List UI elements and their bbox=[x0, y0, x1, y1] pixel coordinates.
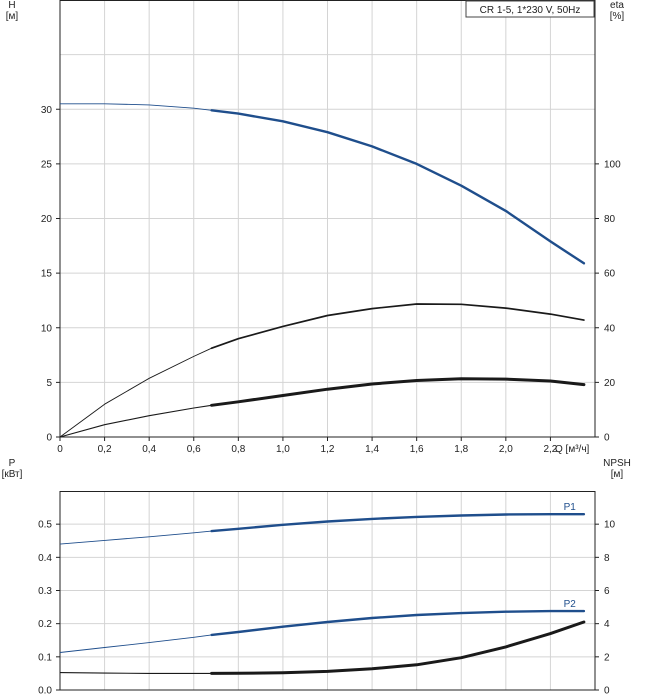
y-axis-label: P bbox=[9, 458, 16, 469]
series-line-extrapolated bbox=[59, 672, 212, 674]
y2-tick-label: 60 bbox=[604, 269, 616, 280]
y-tick-label: 0 bbox=[46, 433, 52, 444]
x-tick-label: 1,0 bbox=[276, 444, 290, 455]
x-tick-label: 1,8 bbox=[454, 444, 468, 455]
series-line bbox=[210, 109, 586, 265]
y-tick-label: 0.1 bbox=[38, 652, 52, 663]
series-label: P1 bbox=[564, 502, 577, 513]
series-line bbox=[210, 513, 586, 533]
y-tick-label: 5 bbox=[46, 378, 52, 389]
series-label: P2 bbox=[564, 599, 577, 610]
y-tick-label: 10 bbox=[41, 323, 53, 334]
y2-tick-label: 0 bbox=[604, 433, 610, 444]
y2-tick-label: 40 bbox=[604, 323, 616, 334]
y-tick-label: 30 bbox=[41, 105, 53, 116]
y2-axis-unit: [м] bbox=[611, 469, 624, 480]
y2-axis-label: eta bbox=[610, 0, 624, 11]
y2-tick-label: 6 bbox=[604, 586, 610, 597]
title-box bbox=[465, 0, 595, 18]
x-tick-label: 1,4 bbox=[365, 444, 379, 455]
series-line bbox=[210, 303, 585, 350]
series-2-3 bbox=[59, 620, 586, 675]
y2-axis-unit: [%] bbox=[610, 11, 625, 22]
x-tick-label: 0,8 bbox=[231, 444, 245, 455]
y-tick-label: 0.5 bbox=[38, 520, 52, 531]
series-line bbox=[210, 377, 586, 407]
x-tick-label: 0,4 bbox=[142, 444, 156, 455]
series-line-extrapolated bbox=[59, 530, 212, 545]
y2-tick-label: 20 bbox=[604, 378, 616, 389]
y-axis-unit: [кВт] bbox=[2, 469, 23, 480]
y2-tick-label: 100 bbox=[604, 159, 621, 170]
y2-tick-label: 80 bbox=[604, 214, 616, 225]
series-line-extrapolated bbox=[59, 634, 212, 653]
chart-panel-1: 0 5 10 15 20 25 30 0 20 40 60 80 100 H[м] eta[%] 0 0,2 0,… bbox=[6, 0, 625, 455]
y-tick-label: 20 bbox=[41, 214, 53, 225]
x-axis-label: Q [м³/ч] bbox=[555, 444, 590, 455]
y-axis-unit: [м] bbox=[6, 11, 19, 22]
x-tick-label: 0 bbox=[57, 444, 63, 455]
chart-panel-2: 0.0 0.1 0.2 0.3 0.4 0.5 0 2 4 6 8 10 P[кВт] NPSH[м] P1… bbox=[2, 458, 631, 697]
y-tick-label: 25 bbox=[41, 159, 53, 170]
x-tick-label: 0,6 bbox=[187, 444, 201, 455]
series-line-extrapolated bbox=[59, 404, 212, 438]
series-p2: P2 bbox=[59, 599, 586, 653]
grid bbox=[60, 0, 595, 437]
y-tick-label: 0.3 bbox=[38, 586, 52, 597]
y2-tick-label: 2 bbox=[604, 652, 610, 663]
series-1-1 bbox=[60, 103, 586, 265]
x-tick-label: 2,0 bbox=[499, 444, 513, 455]
series-line bbox=[210, 620, 586, 675]
x-tick-label: 1,6 bbox=[410, 444, 424, 455]
x-tick-label: 1,2 bbox=[321, 444, 335, 455]
series-1-2 bbox=[59, 303, 585, 438]
y-tick-label: 15 bbox=[41, 269, 53, 280]
series-line bbox=[210, 609, 586, 637]
y-tick-label: 0.0 bbox=[38, 686, 52, 697]
series-1-3 bbox=[59, 377, 586, 438]
y2-axis-label: NPSH bbox=[603, 458, 631, 469]
y2-tick-label: 0 bbox=[604, 686, 610, 697]
series-line-extrapolated bbox=[59, 347, 212, 438]
y2-tick-label: 4 bbox=[604, 619, 610, 630]
x-tick-label: 0,2 bbox=[98, 444, 112, 455]
x-tick-label: 2,2 bbox=[543, 444, 557, 455]
series-p1: P1 bbox=[59, 502, 586, 545]
y2-tick-label: 10 bbox=[604, 520, 616, 531]
y-tick-label: 0.2 bbox=[38, 619, 52, 630]
y2-tick-label: 8 bbox=[604, 553, 610, 564]
y-tick-label: 0.4 bbox=[38, 553, 52, 564]
chart-title: CR 1-5, 1*230 V, 50Hz bbox=[480, 5, 581, 16]
grid bbox=[60, 491, 595, 690]
series-line-extrapolated bbox=[60, 103, 212, 111]
y-axis-label: H bbox=[8, 0, 15, 11]
